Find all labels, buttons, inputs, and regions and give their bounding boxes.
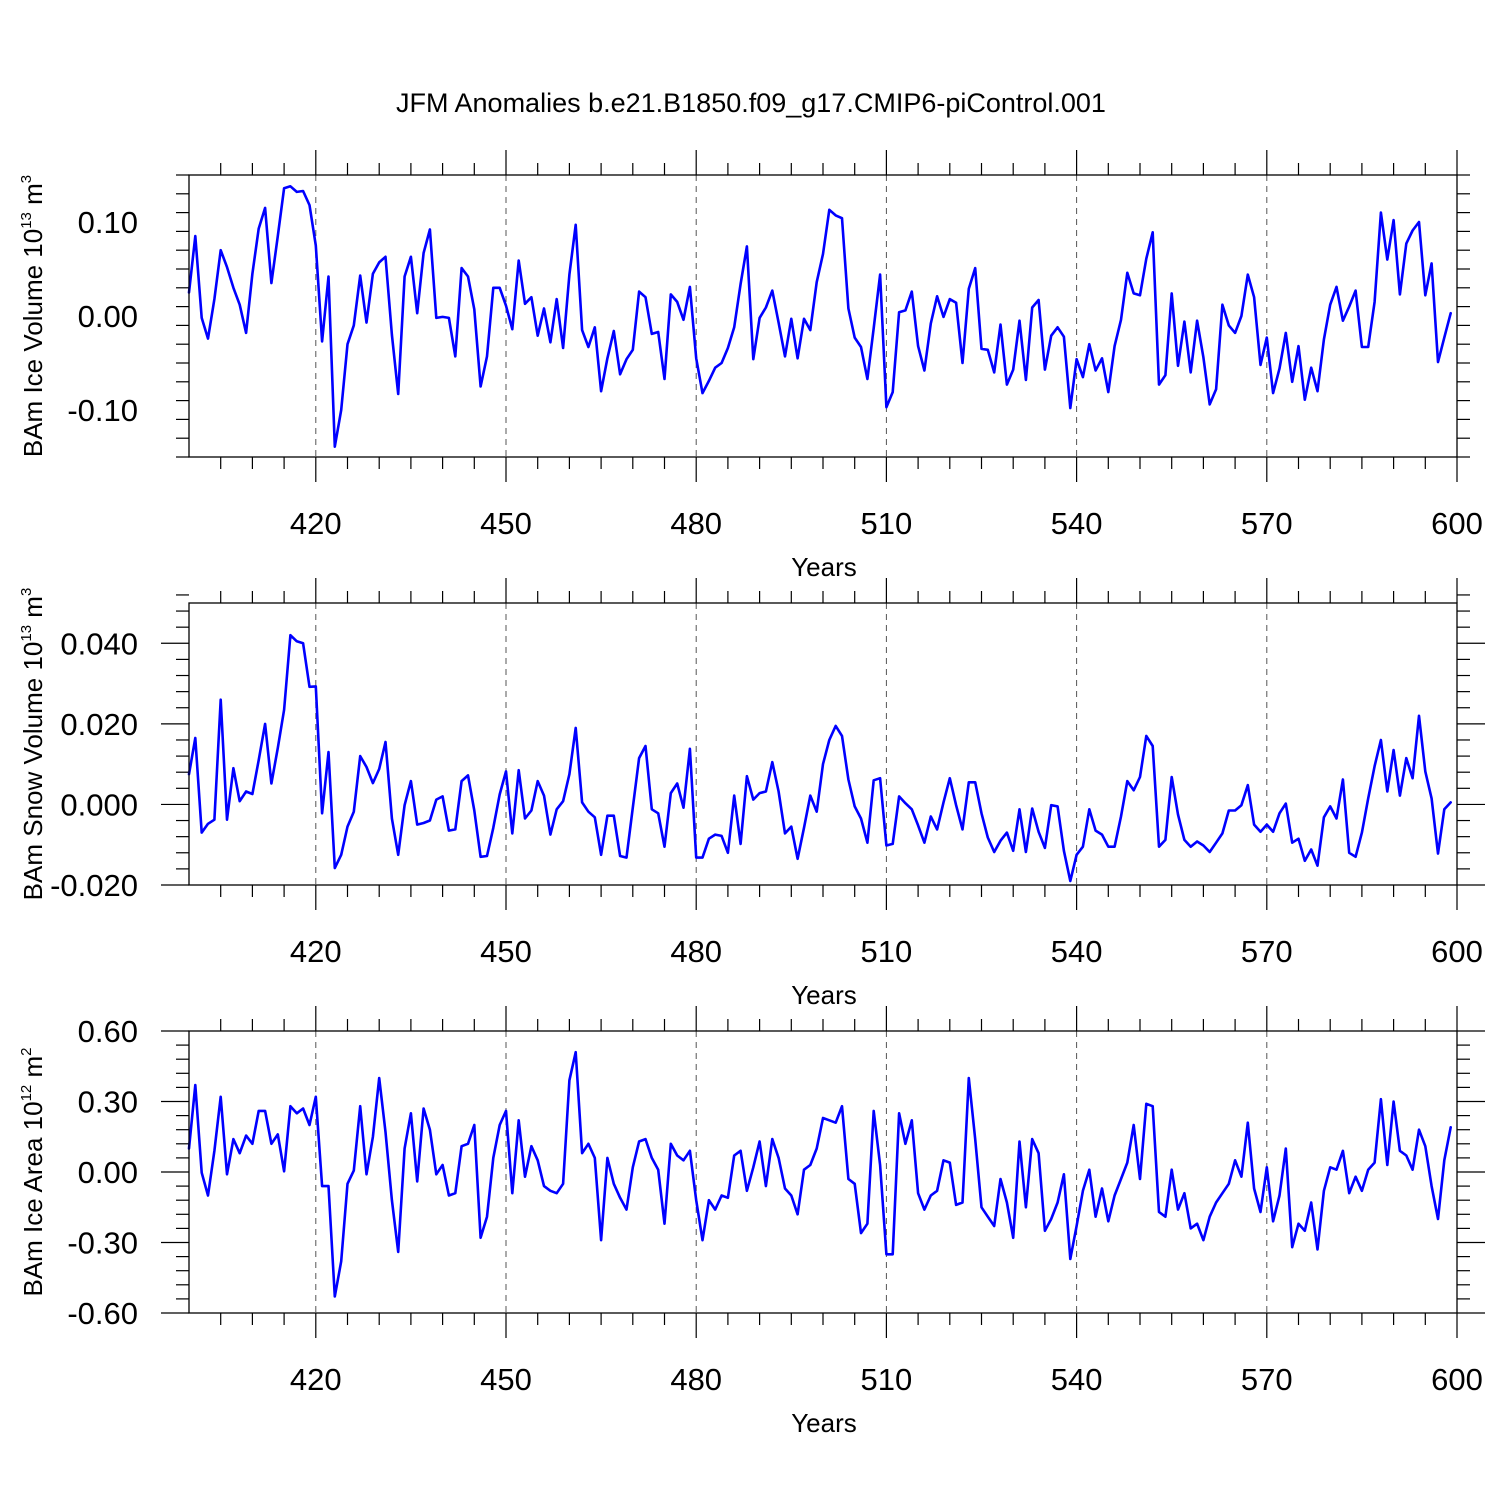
panel-3: -0.60 -0.30 0.00 0.30 0.60 420 450 480 510 540 570… — [18, 1006, 1485, 1438]
x-axis-title: Years — [791, 980, 857, 1010]
y-tick-label: 0.040 — [60, 626, 138, 661]
y-tick-label: 0.10 — [78, 205, 138, 240]
x-tick-label: 510 — [861, 934, 913, 969]
y-tick-label: 0.000 — [60, 787, 138, 822]
x-axis-title: Years — [791, 1408, 857, 1438]
figure-title: JFM Anomalies b.e21.B1850.f09_g17.CMIP6-… — [396, 88, 1106, 118]
x-tick-label: 420 — [290, 1362, 342, 1397]
x-tick-label: 480 — [670, 934, 722, 969]
y-axis-title: BAm Snow Volume 1013 m3 — [18, 588, 48, 901]
x-tick-label: 600 — [1431, 506, 1483, 541]
y-tick-label: 0.30 — [78, 1085, 138, 1120]
x-tick-label: 540 — [1051, 506, 1103, 541]
plot-frame — [188, 602, 1458, 886]
panel-1: -0.10 0.00 0.10 420 450 480 510 540 570 600 Years B… — [18, 150, 1483, 582]
y-tick-label: 0.00 — [78, 299, 138, 334]
x-tick-label: 540 — [1051, 934, 1103, 969]
x-tick-label: 540 — [1051, 1362, 1103, 1397]
x-tick-label: 600 — [1431, 934, 1483, 969]
x-tick-label: 510 — [861, 506, 913, 541]
y-tick-label: -0.30 — [67, 1226, 138, 1261]
x-axis-title: Years — [791, 552, 857, 582]
x-tick-label: 450 — [480, 934, 532, 969]
plot-frame — [188, 1030, 1458, 1314]
x-tick-label: 510 — [861, 1362, 913, 1397]
x-tick-label: 420 — [290, 934, 342, 969]
y-tick-label: 0.00 — [78, 1155, 138, 1190]
y-tick-label: 0.60 — [78, 1014, 138, 1049]
y-tick-label: 0.020 — [60, 707, 138, 742]
x-tick-label: 450 — [480, 1362, 532, 1397]
series-line-3 — [187, 1050, 1452, 1298]
series-line-1 — [187, 185, 1452, 449]
y-tick-label: -0.020 — [50, 868, 138, 903]
x-tick-label: 600 — [1431, 1362, 1483, 1397]
x-tick-label: 570 — [1241, 1362, 1293, 1397]
y-axis-title: BAm Ice Area 1012 m2 — [18, 1047, 48, 1296]
y-axis-title: BAm Ice Volume 1013 m3 — [18, 175, 48, 457]
y-tick-label: -0.60 — [67, 1296, 138, 1331]
series-line-2 — [187, 633, 1452, 883]
x-tick-label: 480 — [670, 1362, 722, 1397]
x-tick-label: 480 — [670, 506, 722, 541]
y-tick-label: -0.10 — [67, 393, 138, 428]
x-tick-label: 570 — [1241, 506, 1293, 541]
x-tick-label: 450 — [480, 506, 532, 541]
panel-2: -0.020 0.000 0.020 0.040 420 450 480 510 540 570 6… — [18, 578, 1485, 1010]
plot-frame — [188, 174, 1458, 458]
x-tick-label: 420 — [290, 506, 342, 541]
x-tick-label: 570 — [1241, 934, 1293, 969]
